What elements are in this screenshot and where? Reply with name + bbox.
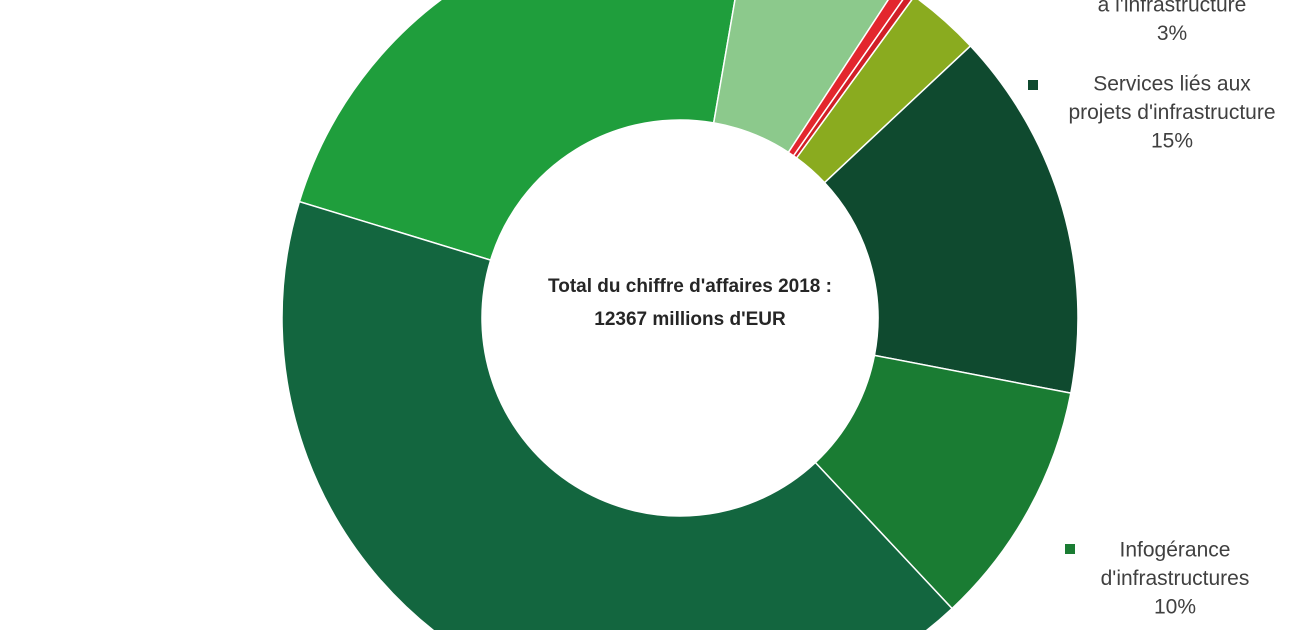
donut-slice (814, 354, 1072, 610)
slice-label: Services liés aux (1093, 73, 1251, 96)
center-text: Total du chiffre d'affaires 2018 : (548, 276, 832, 297)
center-text: 12367 millions d'EUR (594, 309, 786, 330)
legend-marker (1028, 80, 1038, 90)
value-label: 10% (1154, 596, 1196, 619)
donut-slice (281, 200, 954, 630)
value-label: 15% (1151, 130, 1193, 153)
legend-marker (1065, 544, 1075, 554)
slice-label: à l'infrastructure (1098, 0, 1247, 17)
donut-slice (298, 0, 736, 262)
donut-slice (712, 0, 889, 154)
value-label: 3% (1157, 22, 1187, 45)
slice-label: projets d'infrastructure (1068, 101, 1275, 124)
slice-label: Infogérance (1120, 539, 1231, 562)
donut-slice (823, 44, 1079, 395)
slice-label: d'infrastructures (1101, 567, 1250, 590)
